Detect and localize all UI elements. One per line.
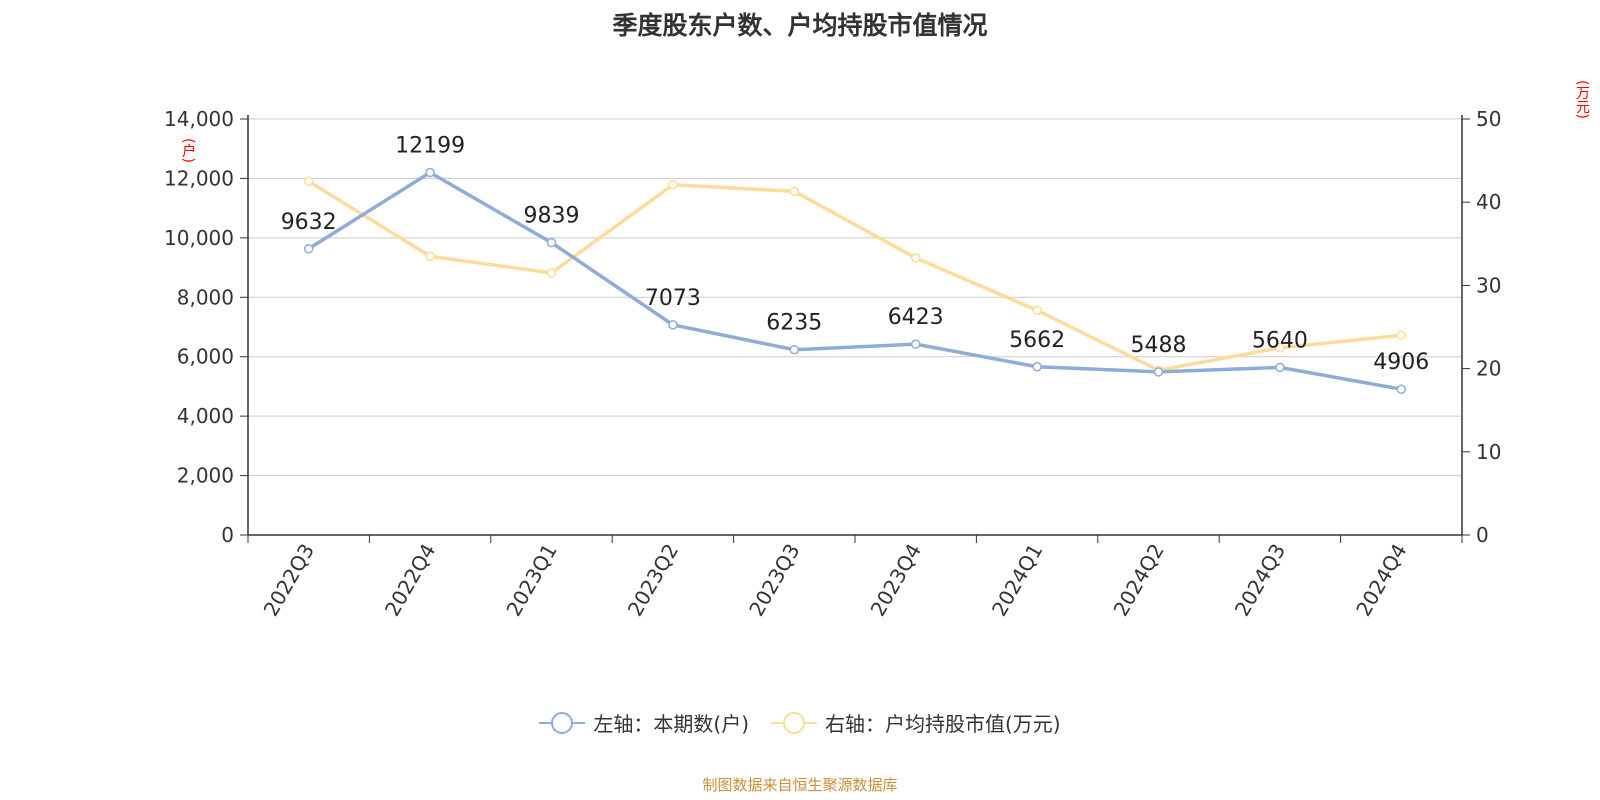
data-point-left	[1032, 362, 1042, 372]
legend-left-label: 左轴：本期数(户)	[593, 712, 749, 736]
x-tick-label: 2024Q4	[1351, 540, 1411, 621]
source-note: 制图数据来自恒生聚源数据库	[702, 776, 898, 794]
data-label-left: 6235	[766, 311, 822, 336]
data-point-left	[425, 167, 435, 178]
right-tick-label: 10	[1476, 440, 1501, 464]
data-point-left	[1275, 362, 1285, 373]
data-label-left: 9632	[281, 210, 337, 235]
data-label-left: 5662	[1009, 328, 1065, 353]
data-point-left	[910, 339, 921, 349]
data-point-right	[910, 253, 921, 263]
data-point-left	[668, 320, 678, 330]
data-point-right	[546, 268, 557, 278]
left-axis-unit: (户)	[180, 138, 196, 163]
right-tick-label: 20	[1476, 357, 1501, 381]
x-tick-label: 2024Q1	[987, 540, 1047, 621]
left-tick-label: 14,000	[164, 107, 234, 131]
left-tick-label: 10,000	[164, 226, 234, 250]
data-point-left	[303, 244, 314, 254]
data-point-right	[425, 251, 435, 262]
x-tick-label: 2022Q3	[259, 540, 319, 621]
x-tick-label: 2022Q4	[380, 540, 440, 621]
data-point-left	[546, 237, 557, 248]
data-label-left: 12199	[395, 134, 465, 159]
data-label-left: 9839	[524, 204, 580, 229]
x-tick-label: 2023Q1	[501, 540, 561, 621]
data-label-left: 5488	[1131, 333, 1187, 358]
right-tick-label: 0	[1476, 523, 1489, 547]
data-point-right	[1032, 305, 1042, 316]
legend-item-right-series[interactable]: 右轴：户均持股市值(万元)	[771, 708, 1061, 737]
data-point-left	[1396, 384, 1407, 394]
chart-title: 季度股东户数、户均持股市值情况	[612, 11, 988, 40]
right-tick-label: 40	[1476, 190, 1501, 214]
data-point-right	[1396, 330, 1407, 341]
right-tick-label: 50	[1476, 107, 1501, 131]
legend-right-label: 右轴：户均持股市值(万元)	[825, 712, 1061, 736]
data-point-right	[668, 179, 678, 190]
data-point-right	[1275, 343, 1285, 353]
data-point-right	[789, 186, 800, 197]
legend-item-left-series[interactable]: 左轴：本期数(户)	[539, 708, 749, 737]
x-tick-label: 2023Q4	[866, 540, 926, 621]
left-tick-label: 6,000	[177, 345, 234, 369]
legend-left-marker-icon	[539, 711, 586, 734]
x-tick-label: 2024Q3	[1230, 540, 1290, 621]
left-tick-label: 0	[221, 523, 234, 547]
right-tick-label: 30	[1476, 273, 1501, 297]
x-tick-label: 2023Q2	[623, 540, 683, 621]
data-label-left: 6423	[888, 305, 944, 330]
left-tick-label: 12,000	[164, 166, 234, 190]
legend: 左轴：本期数(户) 右轴：户均持股市值(万元)	[0, 708, 1600, 737]
right-axis-unit: (万元)	[1574, 80, 1590, 119]
data-label-left: 4906	[1373, 350, 1429, 375]
x-tick-label: 2024Q2	[1108, 540, 1168, 621]
series-line-left	[307, 170, 1402, 391]
x-tick-label: 2023Q3	[744, 540, 804, 621]
left-tick-label: 4,000	[177, 404, 234, 428]
data-point-left	[1153, 367, 1164, 377]
data-point-left	[789, 344, 800, 355]
data-point-right	[303, 176, 314, 187]
left-tick-label: 8,000	[177, 285, 234, 309]
series-line-right	[307, 179, 1402, 373]
data-label-left: 7073	[645, 286, 701, 311]
data-label-left: 5640	[1252, 328, 1308, 353]
left-tick-label: 2,000	[177, 464, 234, 488]
legend-right-marker-icon	[771, 711, 817, 734]
